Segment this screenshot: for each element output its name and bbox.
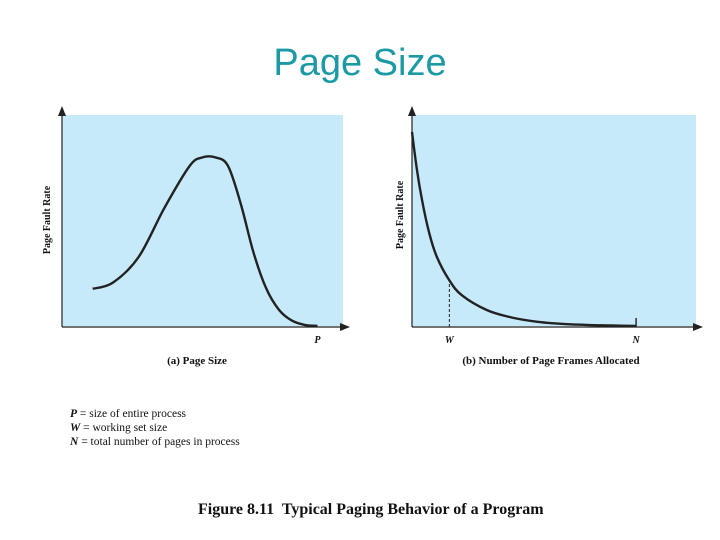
chart-a-y-label: Page Fault Rate: [42, 185, 53, 254]
chart-a-title: (a) Page Size: [167, 355, 227, 367]
chart-a-series-line: [92, 155, 318, 328]
chart-b-plot-area: [412, 115, 696, 326]
chart-b-x-tick-label-w: W: [445, 335, 455, 346]
legend-item: P = size of entire process: [70, 407, 240, 421]
figure-legend: P = size of entire process W = working s…: [70, 407, 240, 449]
legend-item: W = working set size: [70, 421, 240, 435]
chart-a-x-arrow: [340, 323, 350, 331]
chart-b-title: (b) Number of Page Frames Allocated: [462, 355, 639, 367]
chart-b-x-tick-label-n: N: [631, 335, 640, 346]
legend-text: = total number of pages in process: [78, 436, 240, 448]
chart-b-y-label: Page Fault Rate: [395, 180, 406, 249]
legend-item: N = total number of pages in process: [70, 435, 240, 449]
chart-a-y-arrow: [58, 106, 66, 116]
chart-b-y-arrow: [408, 106, 416, 116]
legend-symbol: P: [70, 408, 78, 420]
legend-symbol: N: [70, 436, 79, 448]
chart-b: W N Page Fault Rate (b) Number of Page F…: [395, 106, 703, 367]
legend-text: = working set size: [80, 422, 168, 434]
chart-b-series-line: [410, 131, 637, 328]
chart-b-x-arrow: [693, 323, 703, 331]
legend-text: = size of entire process: [77, 408, 187, 420]
chart-a: P Page Fault Rate (a) Page Size: [42, 106, 350, 367]
figure-caption: Figure 8.11 Typical Paging Behavior of a…: [198, 501, 544, 518]
chart-a-x-tick-label: P: [314, 335, 321, 346]
chart-a-plot-area: [62, 115, 343, 326]
legend-symbol: W: [70, 422, 81, 434]
slide-title: Page Size: [273, 42, 447, 84]
